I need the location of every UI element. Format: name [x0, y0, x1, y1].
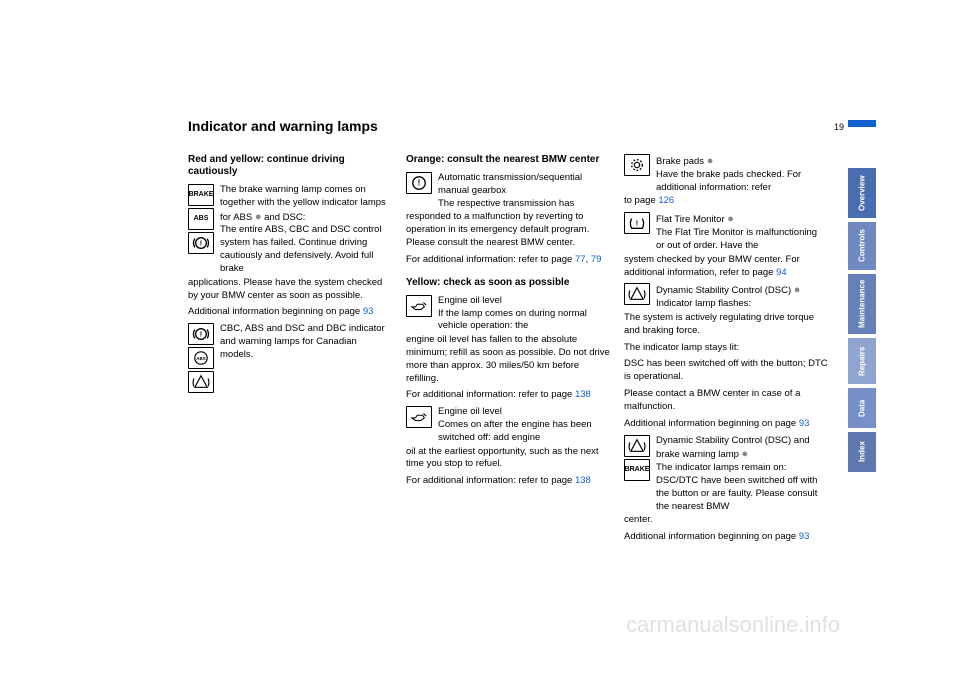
- text: Brake pads: [656, 156, 707, 167]
- text: For additional information: refer to pag…: [406, 475, 575, 486]
- column-3: Brake pads ● Have the brake pads checked…: [624, 154, 828, 548]
- text: The system is actively regulating drive …: [624, 312, 828, 338]
- text: center.: [624, 514, 828, 527]
- text: Engine oil level: [438, 295, 610, 308]
- page-title: Indicator and warning lamps: [188, 118, 828, 134]
- text: The respective transmission has: [438, 198, 610, 211]
- watermark: carmanualsonline.info: [626, 612, 840, 638]
- text: engine oil level has fallen to the absol…: [406, 334, 610, 385]
- col2-heading1: Orange: consult the nearest BMW center: [406, 154, 610, 166]
- text: Engine oil level: [438, 406, 610, 419]
- svg-text:!: !: [418, 179, 421, 188]
- text: Please contact a BMW center in case of a…: [624, 388, 828, 414]
- text: and DSC:: [262, 212, 306, 223]
- transmission-icon: !: [406, 172, 432, 194]
- col2-heading2: Yellow: check as soon as possible: [406, 277, 610, 289]
- text: CBC, ABS and DSC and DBC indicator and w…: [220, 323, 392, 361]
- text: The entire ABS, CBC and DSC control syst…: [220, 224, 392, 275]
- text: Automatic transmission/sequential manual…: [438, 172, 610, 198]
- side-tab[interactable]: Repairs: [848, 338, 876, 384]
- side-tab[interactable]: Maintenance: [848, 274, 876, 334]
- text: For additional information: refer to pag…: [406, 254, 575, 265]
- text: For additional information: refer to pag…: [406, 389, 575, 400]
- page-content: Indicator and warning lamps Red and yell…: [188, 118, 828, 548]
- text: If the lamp comes on during normal vehic…: [438, 308, 610, 334]
- col1-heading: Red and yellow: continue driving cautiou…: [188, 154, 392, 178]
- page-link[interactable]: 79: [591, 254, 602, 265]
- dsc-icon: !: [188, 232, 214, 254]
- text: The indicator lamps remain on: DSC/DTC h…: [656, 462, 828, 513]
- dsc-canada-icon: [188, 371, 214, 393]
- dot: ●: [727, 213, 734, 225]
- text: Indicator lamp flashes:: [656, 298, 800, 311]
- brake-word-icon: BRAKE: [624, 459, 650, 481]
- column-1: Red and yellow: continue driving cautiou…: [188, 154, 392, 548]
- text: DSC has been switched off with the butto…: [624, 358, 828, 384]
- page-number: 19: [834, 122, 844, 132]
- side-tab[interactable]: Overview: [848, 168, 876, 218]
- dot: ●: [742, 448, 749, 460]
- brake-canada-icon: !: [188, 323, 214, 345]
- text: Additional information beginning on page: [624, 531, 799, 542]
- corner-marker: [848, 120, 876, 127]
- svg-text:!: !: [636, 220, 638, 228]
- oil-icon: [406, 295, 432, 317]
- page-link[interactable]: 93: [363, 306, 374, 317]
- text: Flat Tire Monitor: [656, 214, 727, 225]
- text: Additional information beginning on page: [188, 306, 363, 317]
- page-link[interactable]: 138: [575, 389, 591, 400]
- column-2: Orange: consult the nearest BMW center !…: [406, 154, 610, 548]
- abs-canada-icon: ABS: [188, 347, 214, 369]
- text: applications. Please have the system che…: [188, 277, 392, 303]
- svg-text:ABS: ABS: [196, 356, 205, 361]
- text: responded to a malfunction by reverting …: [406, 211, 610, 249]
- page-link[interactable]: 126: [658, 195, 674, 206]
- page-link[interactable]: 93: [799, 418, 810, 429]
- dsc-brake-icon: [624, 435, 650, 457]
- dot: ●: [255, 211, 262, 223]
- text: to page: [624, 195, 658, 206]
- text: system checked by your BMW center. For a…: [624, 254, 800, 278]
- text: Dynamic Stability Control (DSC) and brak…: [656, 435, 810, 461]
- page-link[interactable]: 94: [776, 267, 787, 278]
- text: oil at the earliest opportunity, such as…: [406, 446, 610, 472]
- svg-text:!: !: [200, 331, 202, 339]
- dot: ●: [794, 284, 801, 296]
- page-link[interactable]: 93: [799, 531, 810, 542]
- dot: ●: [707, 155, 714, 167]
- side-tab[interactable]: Index: [848, 432, 876, 472]
- page-link[interactable]: 77: [575, 254, 586, 265]
- svg-text:!: !: [200, 240, 202, 248]
- abs-icon: ABS: [188, 208, 214, 230]
- text: Dynamic Stability Control (DSC): [656, 285, 794, 296]
- side-tabs: Overview Controls Maintenance Repairs Data In…: [848, 168, 876, 476]
- text: Comes on after the engine has been switc…: [438, 419, 610, 445]
- text: Additional information beginning on page: [624, 418, 799, 429]
- flat-tire-icon: !: [624, 212, 650, 234]
- oil-icon-2: [406, 406, 432, 428]
- side-tab[interactable]: Data: [848, 388, 876, 428]
- text: The Flat Tire Monitor is malfunctioning …: [656, 227, 828, 253]
- brake-pad-icon: [624, 154, 650, 176]
- text: Have the brake pads checked. For additio…: [656, 169, 828, 195]
- page-link[interactable]: 138: [575, 475, 591, 486]
- text: The indicator lamp stays lit:: [624, 342, 828, 355]
- dsc-triangle-icon: [624, 283, 650, 305]
- brake-icon: BRAKE: [188, 184, 214, 206]
- side-tab[interactable]: Controls: [848, 222, 876, 270]
